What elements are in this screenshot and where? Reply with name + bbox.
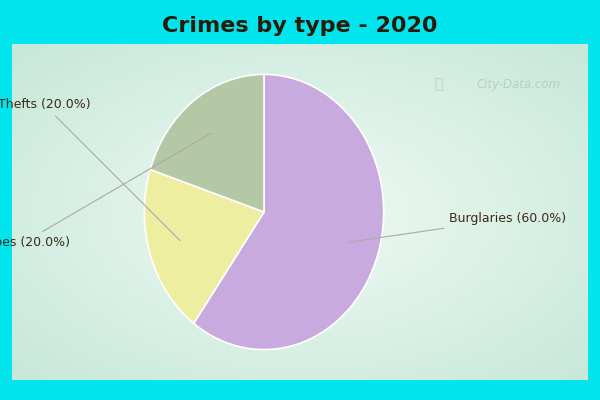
Text: Crimes by type - 2020: Crimes by type - 2020 [162,16,438,36]
Text: ⓘ: ⓘ [434,77,442,91]
Wedge shape [194,74,383,350]
Text: City-Data.com: City-Data.com [477,78,561,91]
Text: Rapes (20.0%): Rapes (20.0%) [0,133,211,249]
Text: Burglaries (60.0%): Burglaries (60.0%) [349,212,566,242]
Wedge shape [150,74,264,212]
Wedge shape [145,170,264,323]
Text: Thefts (20.0%): Thefts (20.0%) [0,98,180,241]
